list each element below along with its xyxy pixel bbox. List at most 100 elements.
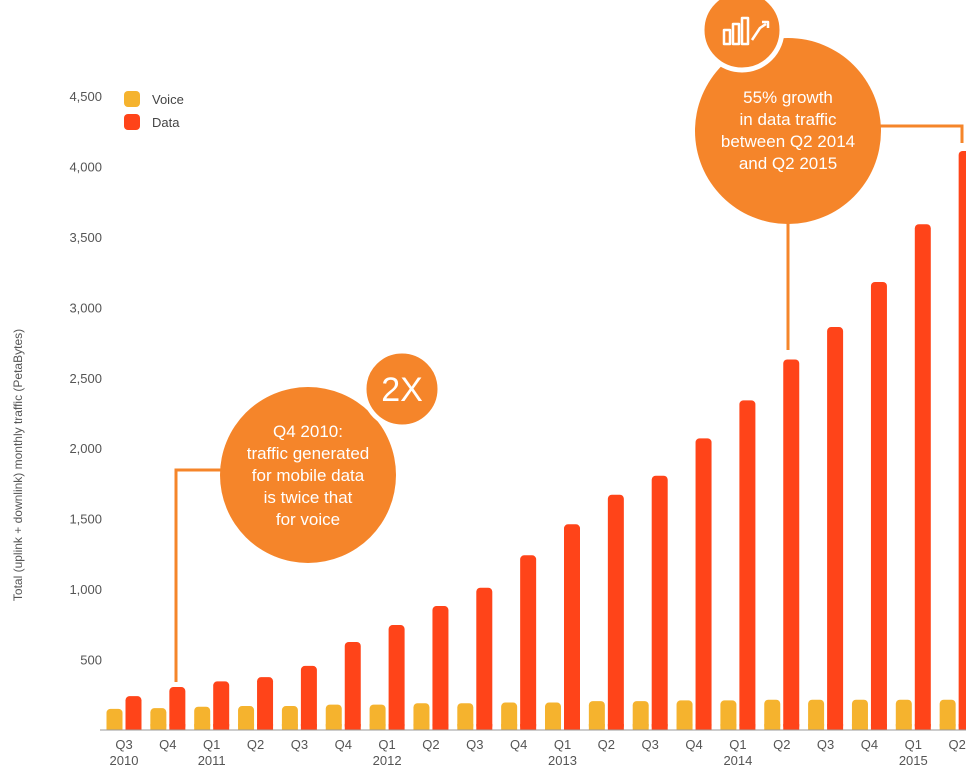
- y-axis-label: Total (uplink + downlink) monthly traffi…: [11, 329, 25, 601]
- x-tick-quarter: Q4: [685, 737, 702, 752]
- bar-voice-base: [895, 724, 912, 730]
- x-tick-year: 2010: [110, 753, 139, 767]
- bar-voice: [545, 702, 561, 730]
- bar-data-base: [344, 724, 361, 730]
- x-tick-year: 2011: [198, 753, 226, 767]
- x-tick-quarter: Q1: [729, 737, 746, 752]
- bar-data-base: [125, 724, 142, 730]
- callout-growth-line-4: and Q2 2015: [739, 154, 837, 173]
- bar-data-base: [958, 724, 966, 730]
- bar-data-base: [607, 724, 624, 730]
- legend-voice-swatch: [124, 91, 140, 107]
- bar-data: [300, 665, 317, 730]
- bar-voice-base: [413, 724, 430, 730]
- bar-data: [213, 681, 230, 730]
- bar-voice: [939, 699, 956, 730]
- x-tick-quarter: Q3: [642, 737, 659, 752]
- callout-q4-2010: 2X Q4 2010: traffic generated for mobile…: [174, 348, 443, 682]
- bars: [106, 150, 966, 730]
- y-tick-label: 1,000: [69, 582, 102, 597]
- bar-data-base: [300, 724, 317, 730]
- callout-q4-2010-connector: [174, 468, 226, 682]
- x-tick-quarter: Q4: [159, 737, 176, 752]
- x-tick-quarter: Q4: [335, 737, 352, 752]
- bar-voice-base: [501, 724, 518, 730]
- x-tick-quarter: Q1: [378, 737, 395, 752]
- bar-voice-base: [588, 724, 605, 730]
- callout-2x-badge-text: 2X: [381, 371, 423, 409]
- callout-growth-connector-horizontal: [870, 124, 964, 143]
- x-tick-quarter: Q4: [510, 737, 527, 752]
- bar-data: [958, 150, 966, 730]
- callout-q4-2010-circle: [220, 387, 396, 563]
- x-tick-quarter: Q4: [861, 737, 878, 752]
- callout-growth: 55% growth in data traffic between Q2 20…: [695, 0, 964, 350]
- callout-q4-2010-line-5: for voice: [276, 510, 340, 529]
- bar-voice: [720, 700, 737, 730]
- bar-data: [914, 224, 931, 730]
- bar-voice-base: [720, 724, 737, 730]
- bar-data-base: [564, 724, 580, 730]
- bar-data: [783, 359, 800, 730]
- bar-data: [388, 625, 405, 730]
- x-tick-quarter: Q3: [466, 737, 483, 752]
- bar-data: [827, 327, 844, 730]
- x-tick-quarter: Q2: [948, 737, 965, 752]
- x-tick-quarter: Q1: [554, 737, 571, 752]
- callout-growth-circle: [695, 38, 881, 224]
- bar-data: [870, 281, 887, 730]
- callout-growth-line-3: between Q2 2014: [721, 132, 855, 151]
- x-tick-quarter: Q2: [247, 737, 264, 752]
- bar-data: [651, 475, 668, 730]
- bar-voice: [501, 702, 518, 730]
- bar-data-base: [432, 724, 449, 730]
- legend-data-label: Data: [152, 115, 180, 130]
- bar-voice-base: [545, 724, 561, 730]
- y-tick-label: 4,500: [69, 89, 102, 104]
- x-tick-quarter: Q1: [203, 737, 220, 752]
- bar-data: [607, 494, 624, 730]
- bar-data-base: [257, 724, 274, 730]
- x-tick-quarter: Q2: [598, 737, 615, 752]
- bar-voice: [851, 699, 868, 730]
- x-tick-quarter: Q2: [773, 737, 790, 752]
- legend-voice-label: Voice: [152, 92, 184, 107]
- bar-data-base: [476, 724, 493, 730]
- x-tick-year: 2014: [723, 753, 752, 767]
- y-tick-label: 3,500: [69, 230, 102, 245]
- bar-voice-base: [676, 724, 693, 730]
- callout-q4-2010-line-1: Q4 2010:: [273, 422, 343, 441]
- bar-voice-base: [632, 724, 649, 730]
- bar-data: [520, 555, 537, 730]
- x-tick-quarter: Q2: [422, 737, 439, 752]
- bar-voice-base: [281, 724, 298, 730]
- y-tick-label: 4,000: [69, 159, 102, 174]
- bar-data: [476, 587, 493, 730]
- bar-voice-base: [764, 724, 781, 730]
- bar-voice-base: [150, 724, 167, 730]
- x-tick-year: 2015: [899, 753, 928, 767]
- bar-voice-base: [238, 724, 255, 730]
- bar-data: [695, 438, 712, 730]
- bar-data-base: [739, 724, 756, 730]
- x-tick-quarter: Q3: [115, 737, 132, 752]
- bar-data-base: [520, 724, 537, 730]
- bar-data: [169, 687, 186, 730]
- bar-data: [344, 641, 361, 730]
- bar-data-base: [213, 724, 230, 730]
- bar-voice: [895, 699, 912, 730]
- bar-voice-base: [939, 724, 956, 730]
- bar-data: [432, 606, 449, 730]
- x-tick-quarter: Q1: [905, 737, 922, 752]
- bar-voice: [632, 701, 649, 730]
- y-tick-label: 2,500: [69, 371, 102, 386]
- callout-q4-2010-line-3: for mobile data: [252, 466, 365, 485]
- bar-voice-base: [106, 724, 123, 730]
- callout-q4-2010-line-4: is twice that: [264, 488, 353, 507]
- bar-data-base: [827, 724, 844, 730]
- bar-voice-base: [194, 724, 211, 730]
- bar-chart-growth-icon: [722, 16, 770, 46]
- bar-voice: [676, 700, 693, 730]
- bar-voice-base: [457, 724, 474, 730]
